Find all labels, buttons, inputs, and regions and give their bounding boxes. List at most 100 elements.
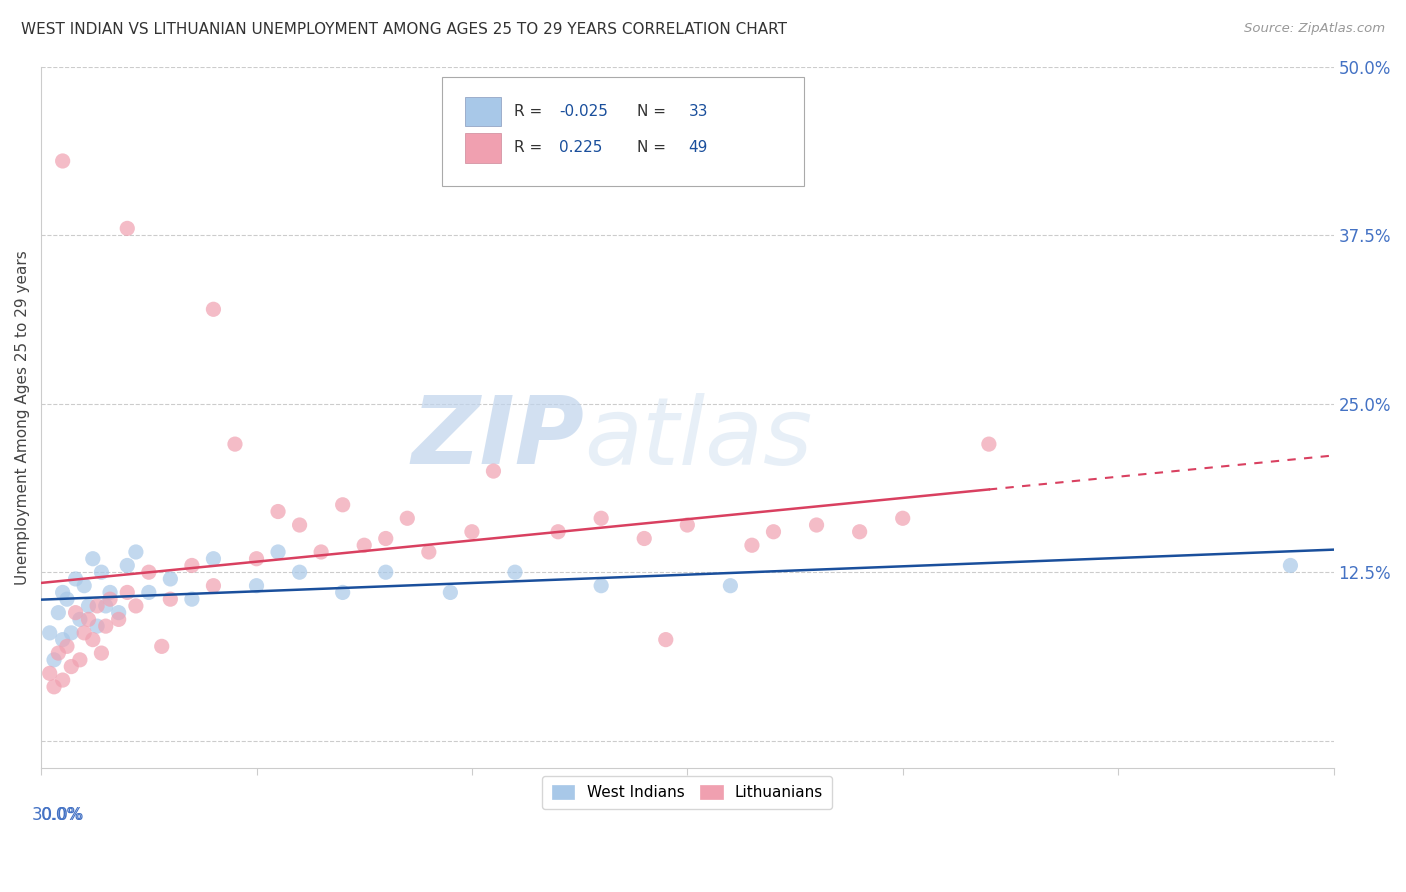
Point	[267, 504, 290, 518]
Point	[332, 498, 354, 512]
Point	[82, 551, 104, 566]
Text: 49: 49	[689, 140, 709, 155]
Point	[117, 558, 139, 573]
Y-axis label: Unemployment Among Ages 25 to 29 years: Unemployment Among Ages 25 to 29 years	[15, 250, 30, 584]
Point	[77, 612, 100, 626]
Point	[38, 626, 60, 640]
Text: 0.0%: 0.0%	[41, 806, 83, 824]
Point	[90, 646, 112, 660]
Point	[107, 612, 129, 626]
Point	[309, 545, 332, 559]
Point	[77, 599, 100, 613]
Point	[138, 565, 160, 579]
Point	[396, 511, 419, 525]
Point	[245, 551, 267, 566]
Text: 30.0%: 30.0%	[32, 806, 84, 824]
Point	[806, 518, 828, 533]
Point	[65, 572, 87, 586]
Point	[353, 538, 375, 552]
Point	[117, 221, 139, 235]
Point	[482, 464, 505, 478]
Point	[461, 524, 484, 539]
Point	[107, 606, 129, 620]
Point	[38, 666, 60, 681]
Point	[94, 599, 117, 613]
Point	[159, 592, 181, 607]
Point	[848, 524, 870, 539]
Point	[52, 673, 75, 687]
Point	[65, 606, 87, 620]
Point	[374, 565, 396, 579]
Point	[224, 437, 246, 451]
Point	[1279, 558, 1302, 573]
Point	[418, 545, 440, 559]
Point	[98, 585, 121, 599]
Point	[60, 626, 83, 640]
Point	[891, 511, 914, 525]
Point	[267, 545, 290, 559]
Point	[125, 545, 148, 559]
Point	[741, 538, 763, 552]
Point	[288, 565, 311, 579]
Point	[202, 551, 225, 566]
Text: N =: N =	[637, 104, 666, 119]
Point	[52, 585, 75, 599]
Point	[332, 585, 354, 599]
FancyBboxPatch shape	[465, 96, 501, 126]
Point	[94, 619, 117, 633]
Point	[69, 653, 91, 667]
Point	[82, 632, 104, 647]
Text: Source: ZipAtlas.com: Source: ZipAtlas.com	[1244, 22, 1385, 36]
Point	[288, 518, 311, 533]
Point	[73, 579, 96, 593]
Point	[90, 565, 112, 579]
Text: atlas: atlas	[583, 392, 813, 483]
Text: N =: N =	[637, 140, 666, 155]
Text: -0.025: -0.025	[560, 104, 609, 119]
Legend: West Indians, Lithuanians: West Indians, Lithuanians	[543, 776, 832, 809]
Point	[69, 612, 91, 626]
Point	[718, 579, 741, 593]
Point	[439, 585, 461, 599]
Point	[591, 511, 613, 525]
Point	[676, 518, 699, 533]
Point	[73, 626, 96, 640]
Point	[159, 572, 181, 586]
Point	[245, 579, 267, 593]
Point	[52, 632, 75, 647]
Point	[86, 619, 108, 633]
Text: WEST INDIAN VS LITHUANIAN UNEMPLOYMENT AMONG AGES 25 TO 29 YEARS CORRELATION CHA: WEST INDIAN VS LITHUANIAN UNEMPLOYMENT A…	[21, 22, 787, 37]
Point	[46, 646, 69, 660]
Point	[60, 659, 83, 673]
Point	[762, 524, 785, 539]
Text: 0.225: 0.225	[560, 140, 603, 155]
Point	[150, 640, 173, 654]
Point	[56, 592, 79, 607]
Point	[46, 606, 69, 620]
Point	[98, 592, 121, 607]
Point	[180, 558, 202, 573]
Point	[202, 579, 225, 593]
Point	[86, 599, 108, 613]
Point	[591, 579, 613, 593]
Point	[503, 565, 526, 579]
Point	[52, 153, 75, 168]
Point	[633, 532, 655, 546]
Point	[42, 653, 65, 667]
Point	[977, 437, 1000, 451]
Text: ZIP: ZIP	[411, 392, 583, 484]
Text: R =: R =	[515, 140, 543, 155]
Point	[117, 585, 139, 599]
Text: 33: 33	[689, 104, 709, 119]
Point	[547, 524, 569, 539]
Point	[138, 585, 160, 599]
Point	[655, 632, 678, 647]
Text: R =: R =	[515, 104, 543, 119]
Point	[56, 640, 79, 654]
Point	[125, 599, 148, 613]
FancyBboxPatch shape	[441, 77, 804, 186]
Point	[202, 302, 225, 317]
FancyBboxPatch shape	[465, 133, 501, 162]
Point	[42, 680, 65, 694]
Point	[374, 532, 396, 546]
